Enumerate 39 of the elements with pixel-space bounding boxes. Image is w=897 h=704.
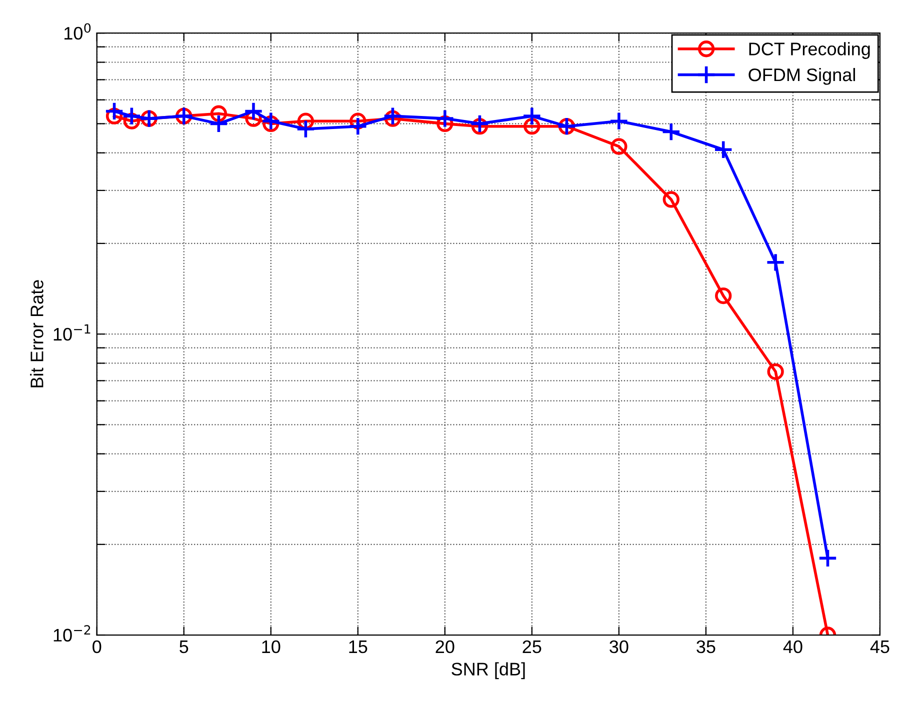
point [244,102,264,121]
x-tick-label: 45 [870,640,890,654]
x-tick-label: 20 [436,640,454,654]
point [524,118,540,135]
y-tick-label: 10$^{0}$ [64,23,91,40]
point [609,111,629,131]
point [296,119,316,139]
point [818,548,838,568]
point [208,114,228,134]
x-tick-label: 25 [522,640,542,654]
point [348,116,368,136]
y-axis-title: Bit Error Rate [30,280,44,388]
point [661,122,681,142]
x-tick-label: 30 [610,640,628,654]
x-tick-label: 0 [92,640,102,654]
y-tick-label: 10$^{−2}$ [54,625,90,642]
point [766,252,786,272]
point [662,191,680,208]
point [261,111,281,131]
point [382,106,402,126]
point [767,363,784,380]
point [522,106,542,126]
x-tick-label: 15 [349,640,368,654]
y-tick-label: 10$^{−1}$ [54,324,90,341]
x-tick-label: 35 [696,640,716,654]
x-tick-label: 10 [262,640,280,654]
legend-label: DCT Precoding [749,42,870,59]
x-tick-label: 40 [783,640,802,654]
point [122,106,142,126]
point [715,287,732,304]
point [714,140,734,160]
point [470,114,490,134]
point [104,102,124,121]
point [435,108,455,128]
legend-label: OFDM Signal [748,68,855,85]
point [210,105,228,122]
point [610,138,628,155]
x-tick-label: 5 [180,640,188,654]
x-axis-title: SNR [dB] [452,662,525,680]
